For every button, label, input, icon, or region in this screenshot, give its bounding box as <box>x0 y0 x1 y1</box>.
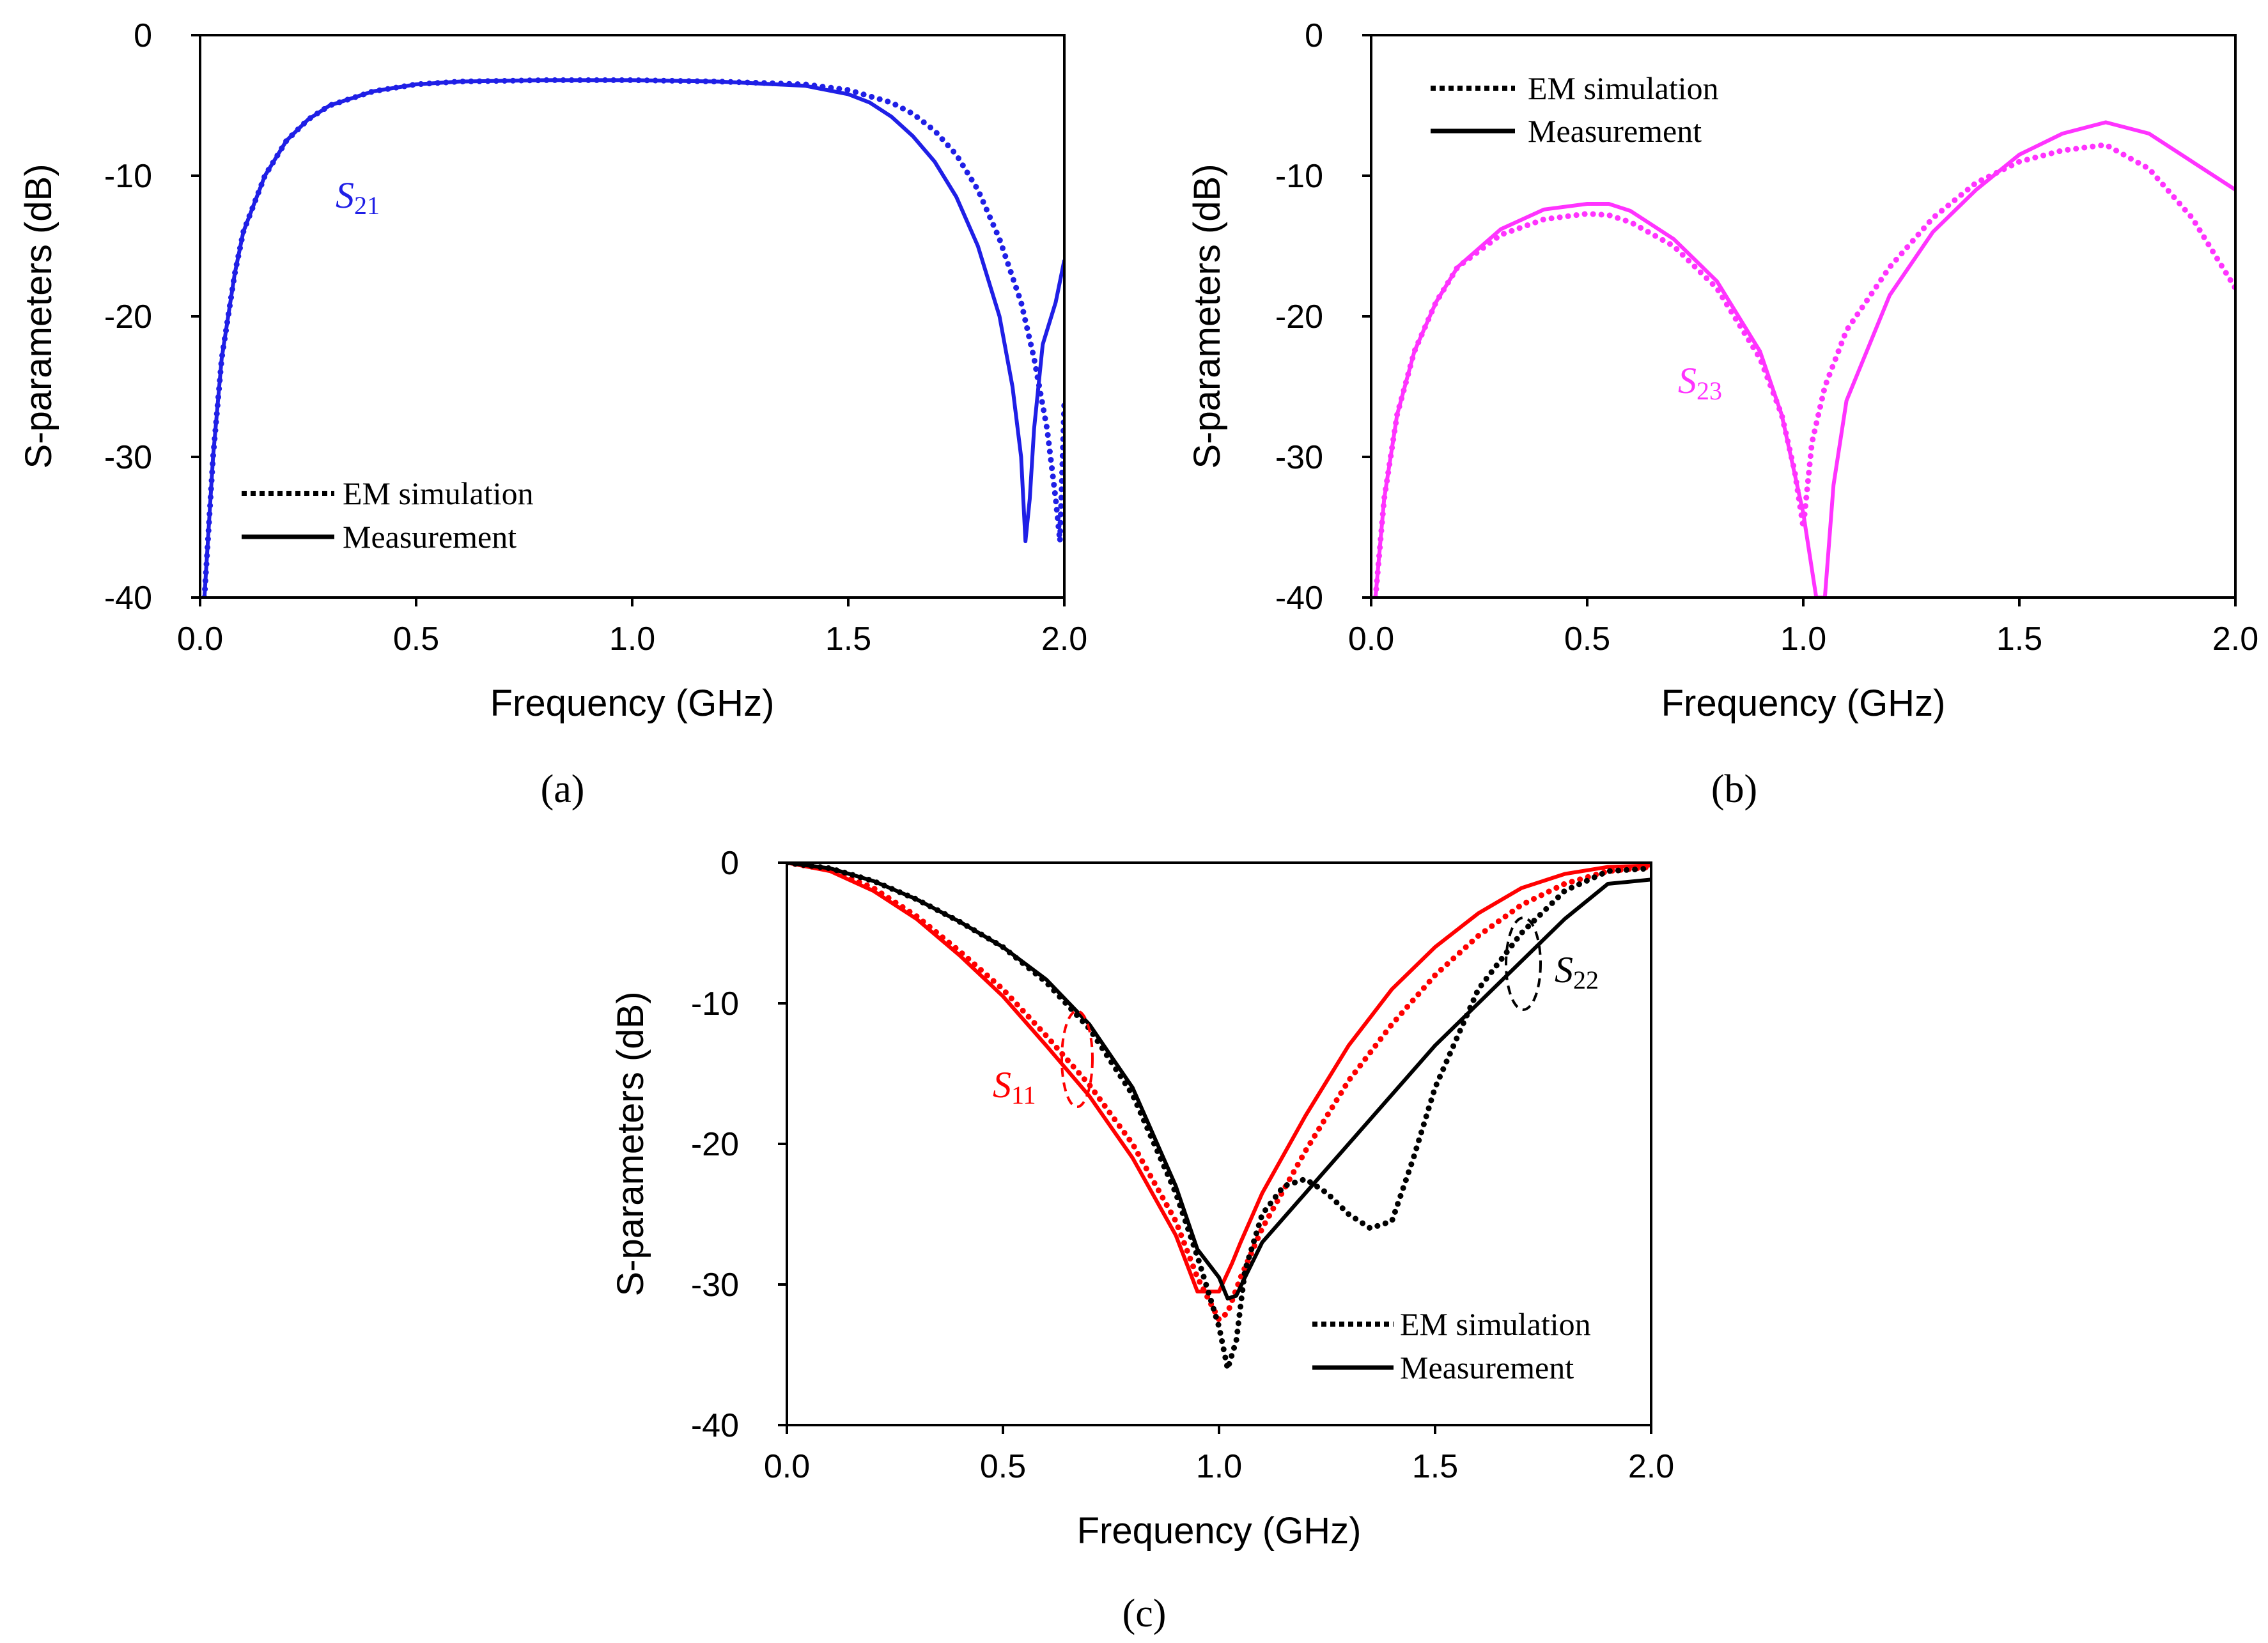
panel-a-legend-sim-label: EM simulation <box>343 475 534 511</box>
panel-a-x-tick-label: 2.0 <box>1041 621 1087 658</box>
panel-c-s11-label: S11 <box>993 1064 1036 1109</box>
panel-a-ticks: 0.0 0.5 1.0 1.5 2.0 0 -10 -20 -30 -40 <box>104 17 1087 658</box>
panel-b-x-tick-label: 0.5 <box>1564 621 1610 658</box>
panel-c-legend: EM simulation Measurement <box>1312 1306 1591 1385</box>
panel-c-s11-marker-ellipse <box>1060 1010 1094 1108</box>
panel-a-series-s21-measurement <box>202 78 1064 598</box>
panel-a-legend-meas-label: Measurement <box>343 519 517 555</box>
panel-b-s23-label: S23 <box>1678 360 1722 405</box>
panel-c-s22-label-symbol: S <box>1555 949 1573 991</box>
panel-b-caption: (b) <box>1711 768 1757 811</box>
panel-c-curves <box>787 863 1651 1372</box>
panel-a-caption: (a) <box>541 768 585 811</box>
panel-a-x-axis-title: Frequency (GHz) <box>490 683 775 724</box>
panel-b-x-tick-label: 0.0 <box>1348 621 1394 658</box>
panel-c-y-tick-label: 0 <box>720 845 739 882</box>
panel-a-y-tick-label: -20 <box>104 298 152 336</box>
panel-c-legend-meas-label: Measurement <box>1400 1350 1574 1385</box>
panel-b-series-s23-measurement <box>1373 120 2235 598</box>
panel-c-x-tick-label: 0.0 <box>764 1448 810 1485</box>
panel-b-y-tick-label: -30 <box>1275 439 1323 476</box>
panel-a: 0.0 0.5 1.0 1.5 2.0 0 -10 -20 -30 -40 Frequency (… <box>18 17 1087 811</box>
panel-b-legend: EM simulation Measurement <box>1431 70 1719 149</box>
panel-a-legend: EM simulation Measurement <box>242 475 534 555</box>
panel-c-s22-label: S22 <box>1555 949 1599 994</box>
panel-a-x-tick-label: 1.0 <box>609 621 655 658</box>
panel-b-y-tick-label: -40 <box>1275 580 1323 617</box>
panel-c-y-axis-title: S-parameters (dB) <box>610 991 651 1296</box>
panel-a-s21-label-subscript: 21 <box>354 191 380 220</box>
panel-b-x-axis-title: Frequency (GHz) <box>1661 683 1946 724</box>
panel-c-caption: (c) <box>1122 1592 1167 1635</box>
panel-b-curves <box>1372 120 2235 598</box>
panel-c-y-tick-label: -10 <box>691 985 739 1022</box>
panel-a-y-tick-label: -40 <box>104 580 152 617</box>
panel-c-x-tick-label: 0.5 <box>980 1448 1026 1485</box>
panel-a-x-tick-label: 0.0 <box>177 621 223 658</box>
panel-b-x-tick-label: 1.5 <box>1996 621 2042 658</box>
panel-a-y-tick-label: -30 <box>104 439 152 476</box>
panel-c-x-tick-label: 1.5 <box>1412 1448 1458 1485</box>
panel-a-y-axis-title: S-parameters (dB) <box>18 164 59 468</box>
panel-a-s21-label-symbol: S <box>336 174 354 216</box>
panel-a-x-tick-label: 1.5 <box>825 621 871 658</box>
panel-c-ticks: 0.0 0.5 1.0 1.5 2.0 0 -10 -20 -30 -40 <box>691 845 1674 1485</box>
panel-c-s11-label-symbol: S <box>993 1064 1011 1106</box>
panel-c-legend-sim-label: EM simulation <box>1400 1306 1591 1342</box>
panel-c-x-axis-title: Frequency (GHz) <box>1077 1510 1362 1552</box>
panel-a-y-tick-label: 0 <box>134 17 152 54</box>
panel-c-y-tick-label: -40 <box>691 1407 739 1444</box>
panel-a-x-tick-label: 0.5 <box>393 621 439 658</box>
panel-a-series-s21-em-simulation <box>201 77 1064 598</box>
panel-c-x-tick-label: 1.0 <box>1196 1448 1242 1485</box>
panel-c-series-s11-em-simulation <box>787 863 1651 1323</box>
panel-a-s21-label: S21 <box>336 174 380 220</box>
panel-b-x-tick-label: 1.0 <box>1780 621 1826 658</box>
panel-c-x-tick-label: 2.0 <box>1628 1448 1674 1485</box>
panel-c-s22-label-subscript: 22 <box>1573 966 1599 994</box>
panel-b-y-tick-label: -20 <box>1275 298 1323 336</box>
panel-c-y-tick-label: -20 <box>691 1126 739 1163</box>
panel-b-ticks: 0.0 0.5 1.0 1.5 2.0 0 -10 -20 -30 -40 <box>1275 17 2258 658</box>
panel-c-series-s11-measurement <box>787 863 1651 1293</box>
panel-b-y-axis-title: S-parameters (dB) <box>1186 164 1228 468</box>
panel-a-y-tick-label: -10 <box>104 158 152 195</box>
panel-a-curves <box>201 77 1064 598</box>
panel-b-s23-label-subscript: 23 <box>1697 376 1722 405</box>
panel-c-y-tick-label: -30 <box>691 1267 739 1304</box>
panel-b-legend-meas-label: Measurement <box>1528 113 1702 149</box>
panel-b-legend-sim-label: EM simulation <box>1528 70 1719 106</box>
panel-c-s11-label-subscript: 11 <box>1011 1081 1036 1109</box>
panel-b: 0.0 0.5 1.0 1.5 2.0 0 -10 -20 -30 -40 Frequency (… <box>1186 17 2258 811</box>
panel-b-y-tick-label: -10 <box>1275 158 1323 195</box>
panel-b-x-tick-label: 2.0 <box>2212 621 2258 658</box>
panel-c: 0.0 0.5 1.0 1.5 2.0 0 -10 -20 -30 -40 Frequency (… <box>610 845 1674 1635</box>
panel-c-series-s22-measurement <box>787 863 1651 1300</box>
panel-b-s23-label-symbol: S <box>1678 360 1697 401</box>
panel-c-s22-marker-ellipse <box>1505 916 1542 1011</box>
panel-b-y-tick-label: 0 <box>1305 17 1323 54</box>
panel-a-plot-frame <box>199 34 1066 599</box>
